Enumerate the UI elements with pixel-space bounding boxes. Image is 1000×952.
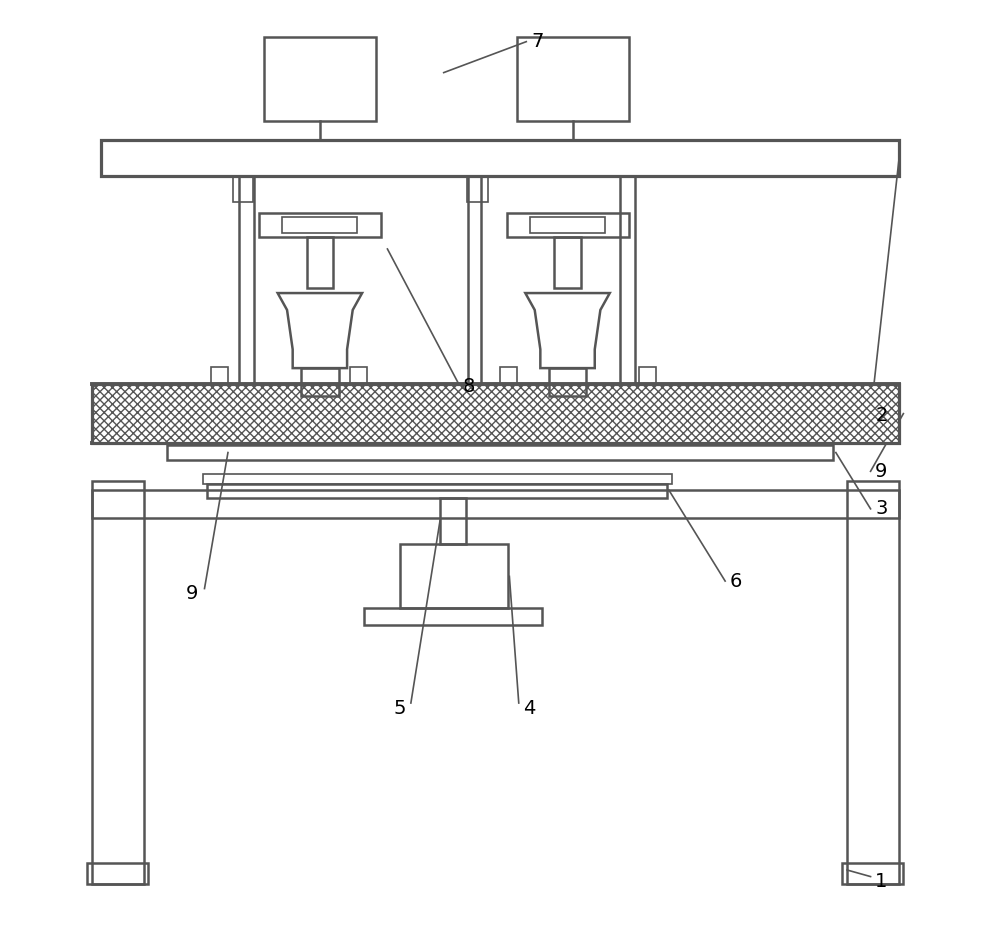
- Bar: [207, 484, 667, 498]
- Bar: [549, 368, 586, 396]
- Bar: [364, 608, 542, 625]
- Bar: [259, 213, 381, 237]
- Bar: [101, 140, 899, 176]
- Text: 1: 1: [875, 872, 888, 891]
- Bar: [847, 481, 899, 884]
- Bar: [233, 176, 253, 202]
- Text: 5: 5: [394, 699, 406, 718]
- Text: 3: 3: [875, 500, 888, 518]
- Bar: [467, 176, 488, 202]
- Text: 6: 6: [730, 571, 742, 590]
- Bar: [842, 863, 903, 884]
- Polygon shape: [278, 293, 362, 368]
- Bar: [211, 367, 228, 445]
- Bar: [282, 217, 357, 233]
- Bar: [203, 474, 672, 484]
- Text: 8: 8: [462, 377, 475, 396]
- Bar: [301, 368, 339, 396]
- Polygon shape: [525, 293, 610, 368]
- Bar: [167, 445, 833, 460]
- Bar: [517, 37, 629, 122]
- Bar: [530, 217, 605, 233]
- Bar: [307, 237, 333, 288]
- Bar: [264, 37, 376, 122]
- Text: 4: 4: [523, 699, 536, 718]
- Bar: [507, 213, 629, 237]
- Text: 9: 9: [875, 462, 888, 481]
- Bar: [500, 367, 517, 445]
- Text: 7: 7: [531, 32, 543, 51]
- Bar: [92, 481, 144, 884]
- Bar: [400, 545, 508, 608]
- Text: 2: 2: [875, 406, 888, 425]
- Bar: [87, 863, 148, 884]
- Text: 9: 9: [186, 584, 198, 603]
- Bar: [350, 367, 367, 445]
- Bar: [440, 498, 466, 545]
- Bar: [639, 367, 656, 445]
- Bar: [92, 490, 899, 518]
- Bar: [92, 384, 899, 444]
- Bar: [554, 237, 581, 288]
